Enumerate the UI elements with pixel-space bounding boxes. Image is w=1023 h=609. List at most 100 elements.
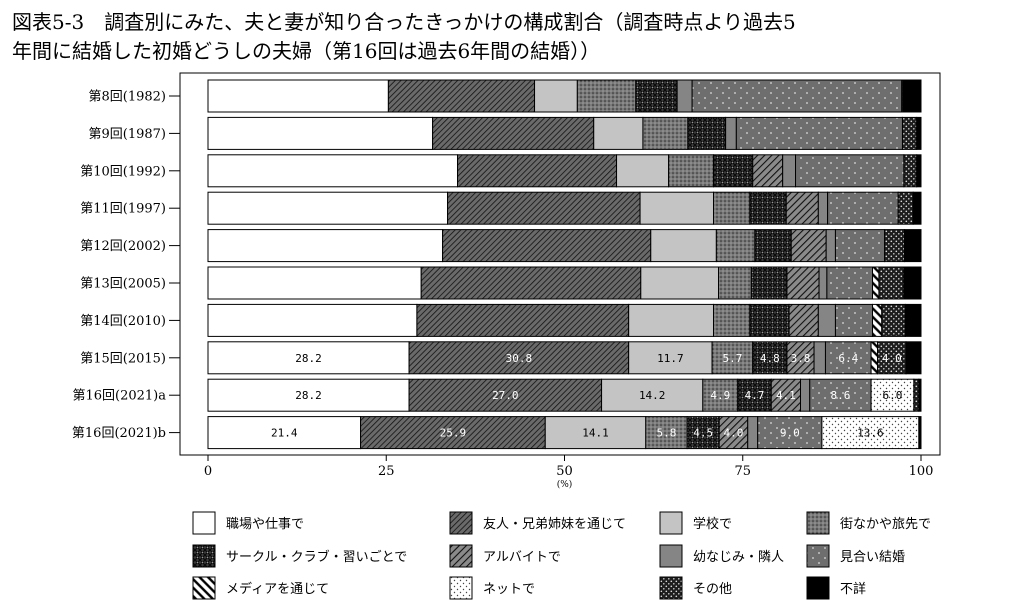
category-label: 第16回(2021)b [72,426,166,441]
bar-segment [676,79,693,113]
legend-swatch [192,511,216,535]
legend-item: 不詳 [806,576,866,600]
bar-segment [818,266,828,300]
chart-title: 図表5-3 調査別にみた、夫と妻が知り合ったきっかけの構成割合（調査時点より過去… [12,8,1012,66]
bar-segment [916,154,922,188]
bar-segment [918,416,922,450]
bar-segment [686,416,720,450]
bar-segment [752,154,784,188]
legend-swatch [192,544,216,568]
bar-segment [207,266,422,300]
legend-label: 友人・兄弟姉妹を通じて [483,516,626,532]
category-label: 第16回(2021)a [72,389,166,404]
bar-segment [870,378,915,412]
bar-row: 第15回(2015) 28.2 30.8 11.7 5.7 4.8 3.8 6.4 4.0 [80,341,922,375]
bar-segment [416,303,630,337]
data-label: 5.8 [657,427,677,440]
bar-segment [826,266,874,300]
bar-row: 第11回(1997) [80,191,922,225]
data-label: 4.0 [882,352,902,365]
bar-segment [749,303,790,337]
bar-segment [870,341,879,375]
bar-row: 第12回(2002) [80,229,922,263]
bar-segment [747,416,759,450]
legend-swatch [192,576,216,600]
bar-segment [691,79,903,113]
bar-segment [878,266,905,300]
data-label: 4.0 [724,427,744,440]
plot-area [179,72,941,456]
bar-segment [872,303,883,337]
bar-segment [442,229,652,263]
data-label: 4.8 [760,352,780,365]
bar-segment [788,303,819,337]
bar-segment [642,116,689,150]
legend-item: 職場や仕事で [192,511,304,535]
bar-segment [827,191,899,225]
category-label: 第8回(1982) [89,90,167,105]
bar-segment [913,378,920,412]
bar-segment [207,116,434,150]
legend-label: アルバイトで [483,550,561,565]
category-label: 第11回(1997) [80,202,166,217]
data-label: 4.5 [693,427,713,440]
data-label: 4.1 [776,389,796,402]
legend-item: サークル・クラブ・習いごとで [192,544,407,568]
x-axis: 0 25 50 75 100 (%) [204,455,934,490]
bar-segment [207,154,459,188]
bar-segment [904,229,922,263]
legend-item: 学校で [659,511,732,535]
bar-segment [715,229,756,263]
legend-label: 不詳 [840,581,866,597]
bar-segment [877,341,907,375]
legend-item: その他 [659,576,732,600]
bar-segment [207,229,444,263]
bar-segment [749,191,787,225]
bar-row: 第14回(2010) [80,303,922,337]
bar-segment [725,116,737,150]
bar-segment [408,341,630,375]
data-label: 28.2 [295,352,322,365]
bar-segment [809,378,872,412]
legend-label: ネットで [483,582,535,597]
legend-swatch [449,544,473,568]
bar-segment [576,79,637,113]
bar-segment [668,154,715,188]
x-tick-label: 25 [378,464,395,479]
legend-swatch [659,511,683,535]
category-label: 第12回(2002) [80,239,166,254]
legend-swatch [449,511,473,535]
data-label: 5.7 [722,352,742,365]
bar-segment [639,191,715,225]
bar-segment [834,229,886,263]
bar-segment [918,378,922,412]
bar-segment [817,303,836,337]
bar-segment [687,116,727,150]
x-tick-label: 100 [909,464,934,479]
data-label: 11.7 [657,352,684,365]
data-label: 6.0 [883,389,903,402]
bar-segment [635,79,678,113]
bar-segment [207,79,389,113]
bar-segment [534,79,578,113]
x-axis-unit: (%) [557,479,573,490]
data-label: 21.4 [271,427,298,440]
bar-segment [813,341,826,375]
legend-swatch [659,544,683,568]
bar-segment [916,116,922,150]
bar-segment [754,229,792,263]
data-label: 8.6 [830,389,850,402]
bar-segment [782,154,797,188]
bar-segment [713,154,754,188]
category-label: 第14回(2010) [80,314,166,329]
x-tick-label: 75 [734,464,751,479]
bar-segment [737,378,772,412]
bar-segment [432,116,595,150]
bar-segment [593,116,644,150]
plot-frame [179,72,941,456]
data-label: 25.9 [440,427,467,440]
legend-item: 友人・兄弟姉妹を通じて [449,511,626,535]
legend-label: 見合い結婚 [840,550,905,565]
bar-segment [834,303,874,337]
